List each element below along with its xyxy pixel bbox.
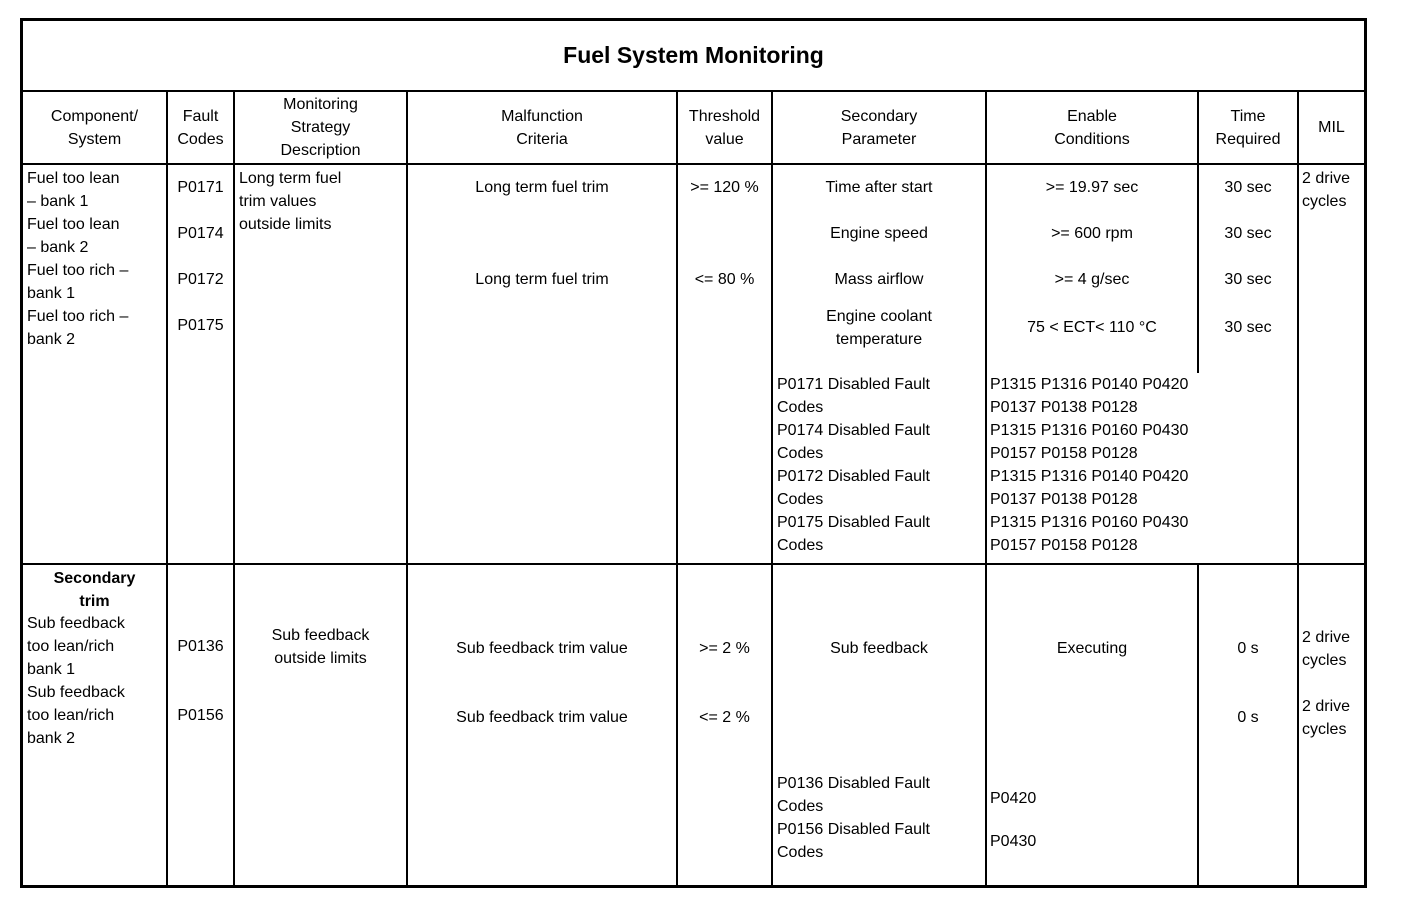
component-name: Sub feedback too lean/rich bank 2 bbox=[27, 684, 125, 747]
table-gridline bbox=[676, 90, 678, 885]
enable-condition: >= 4 g/sec bbox=[1054, 271, 1130, 288]
mil-value: 2 drive cycles bbox=[1302, 170, 1351, 210]
disabled-fault-codes: P1315 P1316 P0160 P0430 P0157 P0158 P012… bbox=[990, 422, 1189, 462]
secondary-parameter: Engine speed bbox=[830, 225, 928, 242]
column-header-time-required: Time Required bbox=[1215, 107, 1281, 148]
table-gridline bbox=[406, 90, 408, 885]
malfunction-criteria: Sub feedback trim value bbox=[456, 709, 628, 726]
secondary-parameter: Engine coolant temperature bbox=[826, 308, 932, 348]
column-header-secondary-parameter: Secondary Parameter bbox=[840, 107, 918, 148]
column-header-threshold-value: Threshold value bbox=[688, 107, 761, 148]
section-group-title: Secondary trim bbox=[53, 570, 136, 610]
secondary-parameter: Sub feedback bbox=[830, 640, 928, 657]
fault-code: P0136 bbox=[177, 638, 224, 655]
time-required: 30 sec bbox=[1224, 319, 1272, 336]
malfunction-criteria: Sub feedback trim value bbox=[456, 640, 628, 657]
fault-code: P0174 bbox=[177, 225, 224, 242]
table-title: Fuel System Monitoring bbox=[563, 42, 824, 68]
column-header-malfunction-criteria: Malfunction Criteria bbox=[501, 107, 583, 148]
monitoring-strategy: Sub feedback outside limits bbox=[271, 627, 370, 667]
table-gridline bbox=[23, 563, 1364, 565]
table-gridline bbox=[1197, 90, 1199, 373]
column-header-fault-codes: Fault Codes bbox=[177, 107, 224, 148]
disabled-fault-codes: P1315 P1316 P0160 P0430 P0157 P0158 P012… bbox=[990, 514, 1189, 554]
table-inner: Fuel System Monitoring Component/ System… bbox=[23, 21, 1364, 885]
enable-condition: >= 600 rpm bbox=[1051, 225, 1133, 242]
disabled-fault-label: P0156 Disabled Fault Codes bbox=[777, 821, 930, 861]
column-header-component-system: Component/ System bbox=[50, 107, 139, 148]
component-name: Fuel too lean – bank 1 bbox=[27, 170, 120, 210]
component-name: Fuel too lean – bank 2 bbox=[27, 216, 120, 256]
table-gridline bbox=[771, 90, 773, 885]
table-gridline bbox=[23, 90, 1364, 92]
secondary-parameter: Mass airflow bbox=[834, 271, 924, 288]
disabled-fault-codes: P1315 P1316 P0140 P0420 P0137 P0138 P012… bbox=[990, 468, 1189, 508]
table-gridline bbox=[166, 90, 168, 885]
disabled-fault-label: P0171 Disabled Fault Codes bbox=[777, 376, 930, 416]
time-required: 0 s bbox=[1237, 640, 1259, 657]
fault-code: P0171 bbox=[177, 179, 224, 196]
table-gridline bbox=[23, 163, 1364, 165]
time-required: 30 sec bbox=[1224, 271, 1272, 288]
table-gridline bbox=[233, 90, 235, 885]
disabled-fault-label: P0175 Disabled Fault Codes bbox=[777, 514, 930, 554]
disabled-fault-codes: P0430 bbox=[990, 833, 1037, 850]
table-gridline bbox=[1197, 563, 1199, 885]
component-name: Fuel too rich – bank 2 bbox=[27, 308, 129, 348]
threshold-value: >= 120 % bbox=[690, 179, 759, 196]
disabled-fault-codes: P0420 bbox=[990, 790, 1037, 807]
disabled-fault-codes: P1315 P1316 P0140 P0420 P0137 P0138 P012… bbox=[990, 376, 1189, 416]
malfunction-criteria: Long term fuel trim bbox=[475, 271, 609, 288]
threshold-value: <= 2 % bbox=[699, 709, 750, 726]
enable-condition: Executing bbox=[1056, 640, 1128, 657]
enable-condition: >= 19.97 sec bbox=[1045, 179, 1139, 196]
fault-code: P0156 bbox=[177, 707, 224, 724]
time-required: 30 sec bbox=[1224, 225, 1272, 242]
column-header-monitoring-strategy: Monitoring Strategy Description bbox=[280, 96, 361, 159]
disabled-fault-label: P0136 Disabled Fault Codes bbox=[777, 775, 930, 815]
enable-condition: 75 < ECT< 110 °C bbox=[1027, 319, 1157, 336]
mil-value: 2 drive cycles bbox=[1302, 698, 1351, 738]
fault-code: P0175 bbox=[177, 317, 224, 334]
threshold-value: <= 80 % bbox=[694, 271, 755, 288]
column-header-mil: MIL bbox=[1318, 119, 1345, 136]
malfunction-criteria: Long term fuel trim bbox=[475, 179, 609, 196]
column-header-enable-conditions: Enable Conditions bbox=[1054, 107, 1130, 148]
fault-code: P0172 bbox=[177, 271, 224, 288]
table-gridline bbox=[1297, 90, 1299, 885]
time-required: 0 s bbox=[1237, 709, 1259, 726]
fuel-system-monitoring-table: Fuel System Monitoring Component/ System… bbox=[20, 18, 1367, 888]
time-required: 30 sec bbox=[1224, 179, 1272, 196]
threshold-value: >= 2 % bbox=[699, 640, 750, 657]
disabled-fault-label: P0172 Disabled Fault Codes bbox=[777, 468, 930, 508]
table-gridline bbox=[985, 90, 987, 885]
component-name: Sub feedback too lean/rich bank 1 bbox=[27, 615, 125, 678]
mil-value: 2 drive cycles bbox=[1302, 629, 1351, 669]
component-name: Fuel too rich – bank 1 bbox=[27, 262, 129, 302]
disabled-fault-label: P0174 Disabled Fault Codes bbox=[777, 422, 930, 462]
secondary-parameter: Time after start bbox=[825, 179, 933, 196]
monitoring-strategy: Long term fuel trim values outside limit… bbox=[239, 170, 342, 233]
